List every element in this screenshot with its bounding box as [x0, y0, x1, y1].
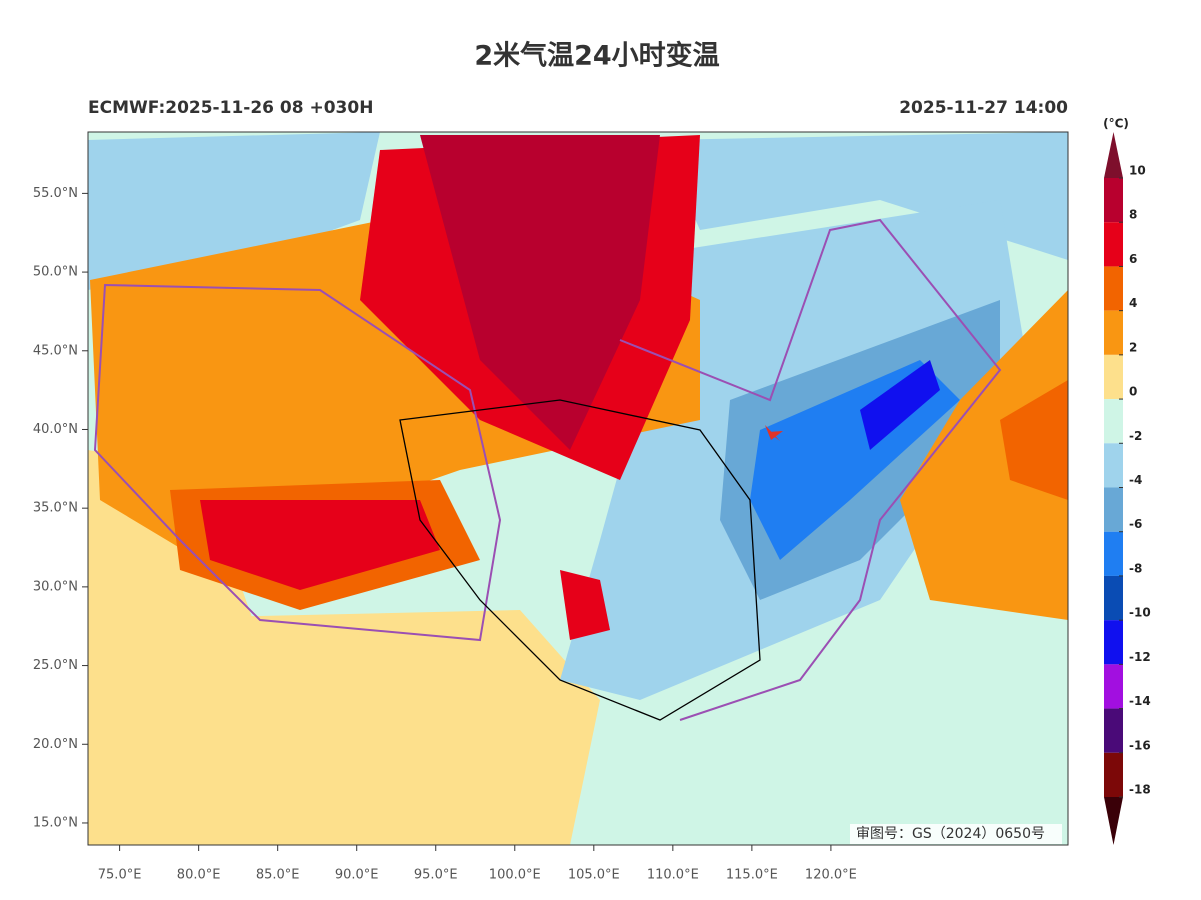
- lon-tick-label: 100.0°E: [489, 868, 541, 883]
- lon-tick-label: 75.0°E: [98, 868, 142, 883]
- colorbar-label: 4: [1129, 296, 1137, 310]
- colorbar-segment: [1104, 664, 1123, 709]
- temperature-field: [88, 132, 1068, 845]
- colorbar-label: 2: [1129, 340, 1137, 354]
- colorbar-label: 8: [1129, 208, 1137, 222]
- colorbar-extend-top: [1104, 132, 1123, 178]
- colorbar-segment: [1104, 178, 1123, 223]
- colorbar-extend-bottom: [1104, 797, 1123, 845]
- colorbar-segment: [1104, 620, 1123, 665]
- lat-tick-label: 30.0°N: [33, 579, 78, 594]
- approval-box: [850, 824, 1062, 844]
- colorbar-segment: [1104, 354, 1123, 400]
- colorbar-label: -18: [1129, 783, 1151, 797]
- title: 2米气温24小时变温: [474, 40, 719, 72]
- colorbar-label: 6: [1129, 252, 1137, 266]
- lon-tick-label: 85.0°E: [256, 868, 300, 883]
- colorbar-label: -16: [1129, 738, 1151, 752]
- lat-tick-label: 55.0°N: [33, 186, 78, 201]
- valid-time: 2025-11-27 14:00: [899, 98, 1068, 118]
- lon-tick-label: 120.0°E: [805, 868, 857, 883]
- lat-tick-label: 20.0°N: [33, 737, 78, 752]
- lon-tick-label: 115.0°E: [726, 868, 778, 883]
- model-run: ECMWF:2025-11-26 08 +030H: [88, 98, 373, 118]
- colorbar-segment: [1104, 266, 1123, 311]
- colorbar-label: -4: [1129, 473, 1142, 487]
- lat-tick-label: 35.0°N: [33, 501, 78, 516]
- lon-tick-label: 90.0°E: [335, 868, 379, 883]
- colorbar-segment: [1104, 443, 1123, 488]
- lat-tick-label: 25.0°N: [33, 658, 78, 673]
- colorbar-segment: [1104, 399, 1123, 444]
- colorbar-label: -6: [1129, 517, 1142, 531]
- map-frame: [87, 131, 1069, 846]
- approval-number: 审图号：GS（2024）0650号: [856, 826, 1045, 842]
- colorbar-label: -14: [1129, 694, 1151, 708]
- colorbar-segment: [1104, 222, 1123, 267]
- lat-tick-label: 40.0°N: [33, 422, 78, 437]
- colorbar-segment: [1104, 752, 1123, 797]
- lat-tick-label: 15.0°N: [33, 815, 78, 830]
- lon-tick-label: 110.0°E: [647, 868, 699, 883]
- colorbar-label: -10: [1129, 606, 1151, 620]
- colorbar-label: -8: [1129, 561, 1142, 575]
- lon-tick-label: 95.0°E: [414, 868, 458, 883]
- colorbar-unit: (°C): [1103, 117, 1129, 131]
- colorbar-segment: [1104, 487, 1123, 532]
- colorbar-label: 0: [1129, 385, 1137, 399]
- colorbar-label: 10: [1129, 164, 1146, 178]
- colorbar-label: -12: [1129, 650, 1151, 664]
- lat-tick-label: 45.0°N: [33, 343, 78, 358]
- colorbar-segment: [1104, 708, 1123, 753]
- lon-tick-label: 105.0°E: [568, 868, 620, 883]
- lon-tick-label: 80.0°E: [177, 868, 221, 883]
- colorbar-segment: [1104, 531, 1123, 576]
- lat-tick-label: 50.0°N: [33, 265, 78, 280]
- colorbar-segment: [1104, 310, 1123, 355]
- colorbar-segment: [1104, 575, 1123, 621]
- colorbar-label: -2: [1129, 429, 1142, 443]
